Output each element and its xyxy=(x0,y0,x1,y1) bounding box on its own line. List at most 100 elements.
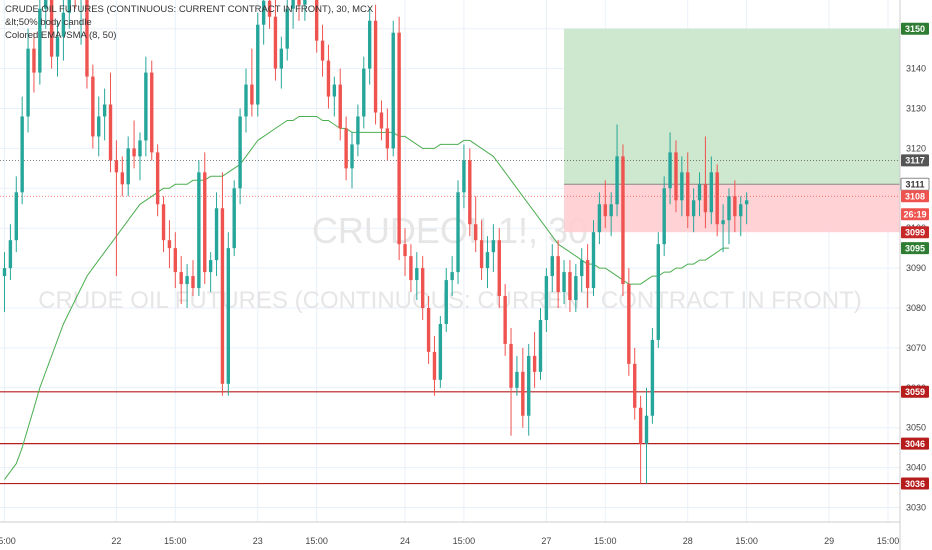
time-axis[interactable] xyxy=(0,522,900,550)
candle[interactable] xyxy=(503,284,507,356)
candle[interactable] xyxy=(44,0,48,29)
candle[interactable] xyxy=(468,148,472,237)
candle[interactable] xyxy=(191,260,195,297)
candle[interactable] xyxy=(668,132,672,205)
candle[interactable] xyxy=(208,252,213,293)
candle[interactable] xyxy=(409,244,413,293)
candle[interactable] xyxy=(609,192,613,237)
candle[interactable] xyxy=(326,44,331,109)
candle[interactable] xyxy=(580,248,584,293)
candle[interactable] xyxy=(633,347,637,420)
candle[interactable] xyxy=(350,132,354,189)
candle[interactable] xyxy=(362,56,366,129)
candle[interactable] xyxy=(161,196,166,253)
candle[interactable] xyxy=(226,232,231,396)
candle[interactable] xyxy=(733,180,737,233)
candle[interactable] xyxy=(38,0,42,85)
candle[interactable] xyxy=(562,260,566,305)
candle[interactable] xyxy=(314,0,319,53)
candle[interactable] xyxy=(61,0,66,61)
candle[interactable] xyxy=(485,236,490,289)
candle[interactable] xyxy=(256,12,260,117)
candle[interactable] xyxy=(297,0,301,21)
candle[interactable] xyxy=(67,0,71,29)
candle[interactable] xyxy=(291,0,295,29)
candle[interactable] xyxy=(474,196,478,253)
candle[interactable] xyxy=(356,104,360,157)
stop-zone[interactable] xyxy=(564,184,932,233)
legend-title[interactable]: CRUDE OIL FUTURES (CONTINUOUS: CURRENT C… xyxy=(5,4,374,15)
candle[interactable] xyxy=(691,188,696,233)
candle[interactable] xyxy=(591,220,596,297)
candle[interactable] xyxy=(385,108,390,161)
candle[interactable] xyxy=(273,0,278,81)
candle[interactable] xyxy=(338,68,342,141)
candle[interactable] xyxy=(267,0,272,29)
candle[interactable] xyxy=(79,0,82,45)
candle[interactable] xyxy=(432,335,437,396)
candle[interactable] xyxy=(621,144,625,297)
candle[interactable] xyxy=(367,8,372,85)
candle[interactable] xyxy=(627,268,631,376)
candle[interactable] xyxy=(232,180,236,257)
ema-series-line[interactable] xyxy=(4,116,730,480)
candle[interactable] xyxy=(709,156,713,225)
candle[interactable] xyxy=(527,343,531,436)
candle[interactable] xyxy=(550,244,554,293)
candle[interactable] xyxy=(26,28,30,133)
candle[interactable] xyxy=(462,144,466,209)
price-levels[interactable] xyxy=(0,159,900,485)
candle[interactable] xyxy=(644,387,649,484)
candle[interactable] xyxy=(515,355,519,396)
candle[interactable] xyxy=(739,196,743,237)
candle[interactable] xyxy=(556,240,560,308)
candle[interactable] xyxy=(532,331,537,388)
candle[interactable] xyxy=(32,32,36,93)
candle[interactable] xyxy=(20,96,24,205)
candle[interactable] xyxy=(185,264,189,308)
candle[interactable] xyxy=(662,176,666,257)
candle[interactable] xyxy=(14,176,18,253)
candle[interactable] xyxy=(438,315,443,388)
candle[interactable] xyxy=(2,252,7,312)
candle[interactable] xyxy=(167,220,172,269)
candle[interactable] xyxy=(703,136,708,229)
candle[interactable] xyxy=(126,136,130,197)
candle[interactable] xyxy=(155,144,160,217)
candle[interactable] xyxy=(332,76,337,117)
candle[interactable] xyxy=(179,256,183,305)
candle[interactable] xyxy=(638,395,643,484)
candle[interactable] xyxy=(108,72,113,173)
candle[interactable] xyxy=(261,0,266,45)
candle[interactable] xyxy=(674,140,678,213)
ema-line[interactable] xyxy=(4,116,730,480)
candle[interactable] xyxy=(120,156,124,197)
candle[interactable] xyxy=(85,0,89,89)
target-zone[interactable] xyxy=(564,28,932,185)
candles[interactable] xyxy=(2,0,749,484)
candle[interactable] xyxy=(744,192,749,225)
candle[interactable] xyxy=(220,172,225,396)
candle[interactable] xyxy=(497,228,501,308)
candle[interactable] xyxy=(650,327,655,424)
candle[interactable] xyxy=(444,268,448,332)
candle[interactable] xyxy=(102,88,107,141)
candle[interactable] xyxy=(568,260,572,312)
candle[interactable] xyxy=(203,152,207,285)
candle[interactable] xyxy=(114,140,119,277)
candle[interactable] xyxy=(138,132,142,181)
candle[interactable] xyxy=(574,264,578,312)
candle[interactable] xyxy=(144,56,148,157)
candle[interactable] xyxy=(285,0,289,61)
candle[interactable] xyxy=(538,308,543,380)
candle[interactable] xyxy=(727,188,731,245)
candle[interactable] xyxy=(686,152,690,229)
candle[interactable] xyxy=(479,220,484,281)
candle[interactable] xyxy=(303,0,307,21)
candle[interactable] xyxy=(373,4,378,125)
legend-indicator-ema[interactable]: Colored EMA /SMA (8, 50) xyxy=(5,30,117,41)
candle[interactable] xyxy=(721,204,725,253)
candle[interactable] xyxy=(491,224,496,273)
